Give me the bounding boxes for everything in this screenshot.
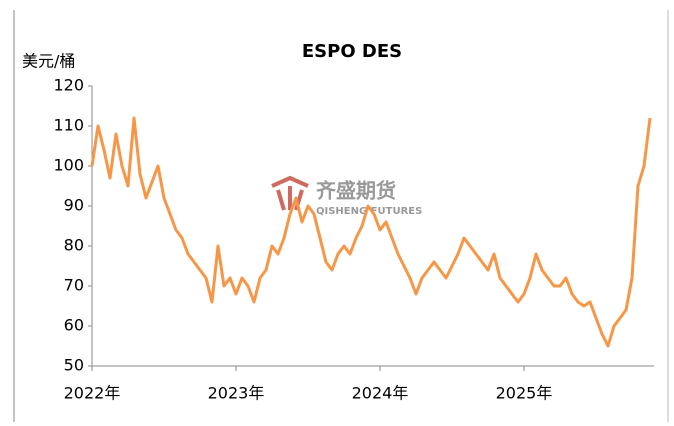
y-tick-label: 120 xyxy=(53,76,84,95)
y-tick-label: 100 xyxy=(53,156,84,175)
chart-title: ESPO DES xyxy=(302,41,402,62)
y-tick-label: 60 xyxy=(64,316,84,335)
watermark: 齐盛期货 QISHENG FUTURES xyxy=(271,175,422,217)
watermark-text: 齐盛期货 xyxy=(316,179,396,203)
y-tick-label: 90 xyxy=(64,196,84,215)
y-tick-label: 70 xyxy=(64,276,84,295)
x-tick-label: 2022年 xyxy=(64,384,121,403)
x-tick-label: 2024年 xyxy=(352,384,409,403)
watermark-logo xyxy=(271,175,309,211)
y-tick-label: 50 xyxy=(64,356,84,375)
x-tick-label: 2025年 xyxy=(496,384,553,403)
y-axis-label: 美元/桶 xyxy=(22,52,75,71)
watermark-sub: QISHENG FUTURES xyxy=(316,206,422,217)
line xyxy=(90,116,652,348)
y-tick-label: 110 xyxy=(53,116,84,135)
y-tick-label: 80 xyxy=(64,236,84,255)
x-tick-label: 2023年 xyxy=(208,384,265,403)
